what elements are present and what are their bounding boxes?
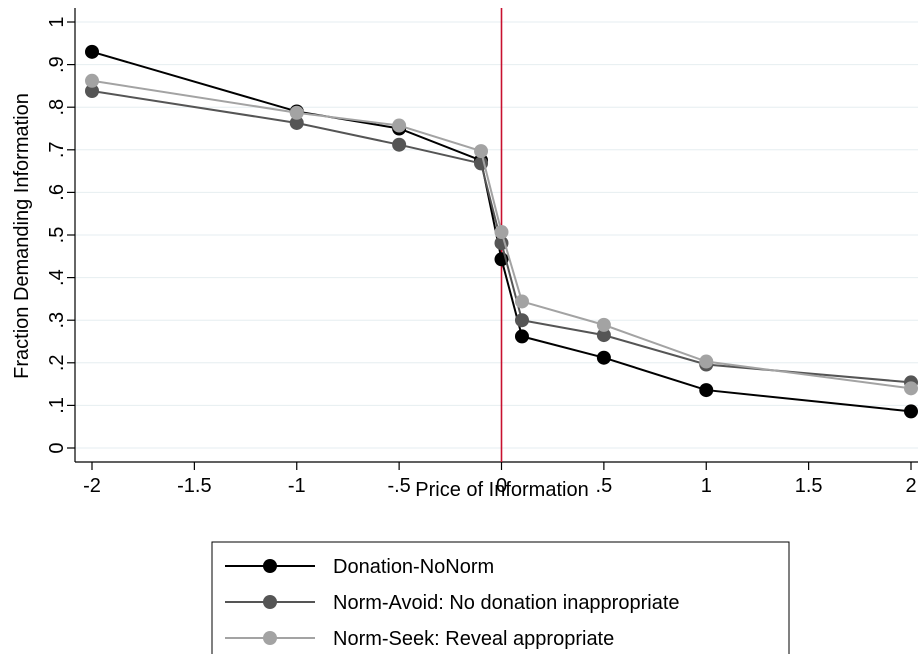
data-point bbox=[514, 313, 529, 328]
y-tick-label: .6 bbox=[46, 184, 68, 201]
y-tick-label: 0 bbox=[46, 442, 68, 453]
data-point bbox=[699, 354, 714, 369]
data-point bbox=[596, 350, 611, 365]
legend-label: Norm-Avoid: No donation inappropriate bbox=[333, 592, 680, 614]
data-point bbox=[392, 137, 407, 152]
data-point bbox=[514, 294, 529, 309]
data-point bbox=[494, 225, 509, 240]
y-tick-label: .9 bbox=[46, 56, 68, 73]
x-tick-label: -2 bbox=[83, 475, 101, 497]
x-tick-label: -1 bbox=[288, 475, 306, 497]
legend: Donation-NoNorm Norm-Avoid: No donation i… bbox=[211, 541, 790, 654]
x-axis-label: Price of Information bbox=[415, 479, 588, 501]
y-tick-label: .8 bbox=[46, 99, 68, 116]
data-point bbox=[85, 84, 99, 99]
data-point bbox=[596, 328, 611, 343]
data-point bbox=[85, 73, 99, 88]
data-point bbox=[289, 115, 304, 130]
legend-label: Norm-Seek: Reveal appropriate bbox=[333, 628, 614, 650]
legend-marker bbox=[263, 595, 277, 609]
data-point bbox=[596, 317, 611, 332]
legend-label: Donation-NoNorm bbox=[333, 556, 494, 578]
y-tick-label: 1 bbox=[46, 16, 68, 27]
y-axis-label: Fraction Demanding Information bbox=[11, 93, 33, 379]
data-point bbox=[474, 144, 489, 159]
data-point bbox=[392, 118, 407, 133]
data-point bbox=[289, 105, 304, 120]
y-tick-label: .3 bbox=[46, 312, 68, 329]
data-point bbox=[904, 381, 918, 396]
x-tick-label: -1.5 bbox=[177, 475, 211, 497]
x-tick-label: 1.5 bbox=[795, 475, 823, 497]
data-point bbox=[904, 404, 918, 419]
x-tick-label: -.5 bbox=[387, 475, 410, 497]
x-tick-label: .5 bbox=[596, 475, 613, 497]
y-tick-label: .5 bbox=[46, 227, 68, 244]
legend-marker bbox=[263, 559, 277, 573]
x-tick-label: 2 bbox=[905, 475, 916, 497]
data-point bbox=[85, 44, 99, 59]
axes: 0 .1 .2 .3 .4 .5 .6 .7 .8 .9 1 -2 -1.5 -1 -.5 0 .5 1 1.5 2 bbox=[46, 8, 918, 497]
x-tick-label: 0 bbox=[496, 475, 507, 497]
y-tick-label: .1 bbox=[46, 397, 68, 414]
data-point bbox=[699, 383, 714, 398]
y-tick-label: .2 bbox=[46, 354, 68, 371]
series-3 bbox=[85, 73, 918, 396]
y-tick-label: .7 bbox=[46, 141, 68, 158]
y-tick-label: .4 bbox=[46, 269, 68, 286]
series-group bbox=[85, 44, 918, 419]
legend-marker bbox=[263, 631, 277, 645]
data-point bbox=[514, 329, 529, 344]
legend-box bbox=[211, 541, 790, 654]
x-tick-label: 1 bbox=[701, 475, 712, 497]
